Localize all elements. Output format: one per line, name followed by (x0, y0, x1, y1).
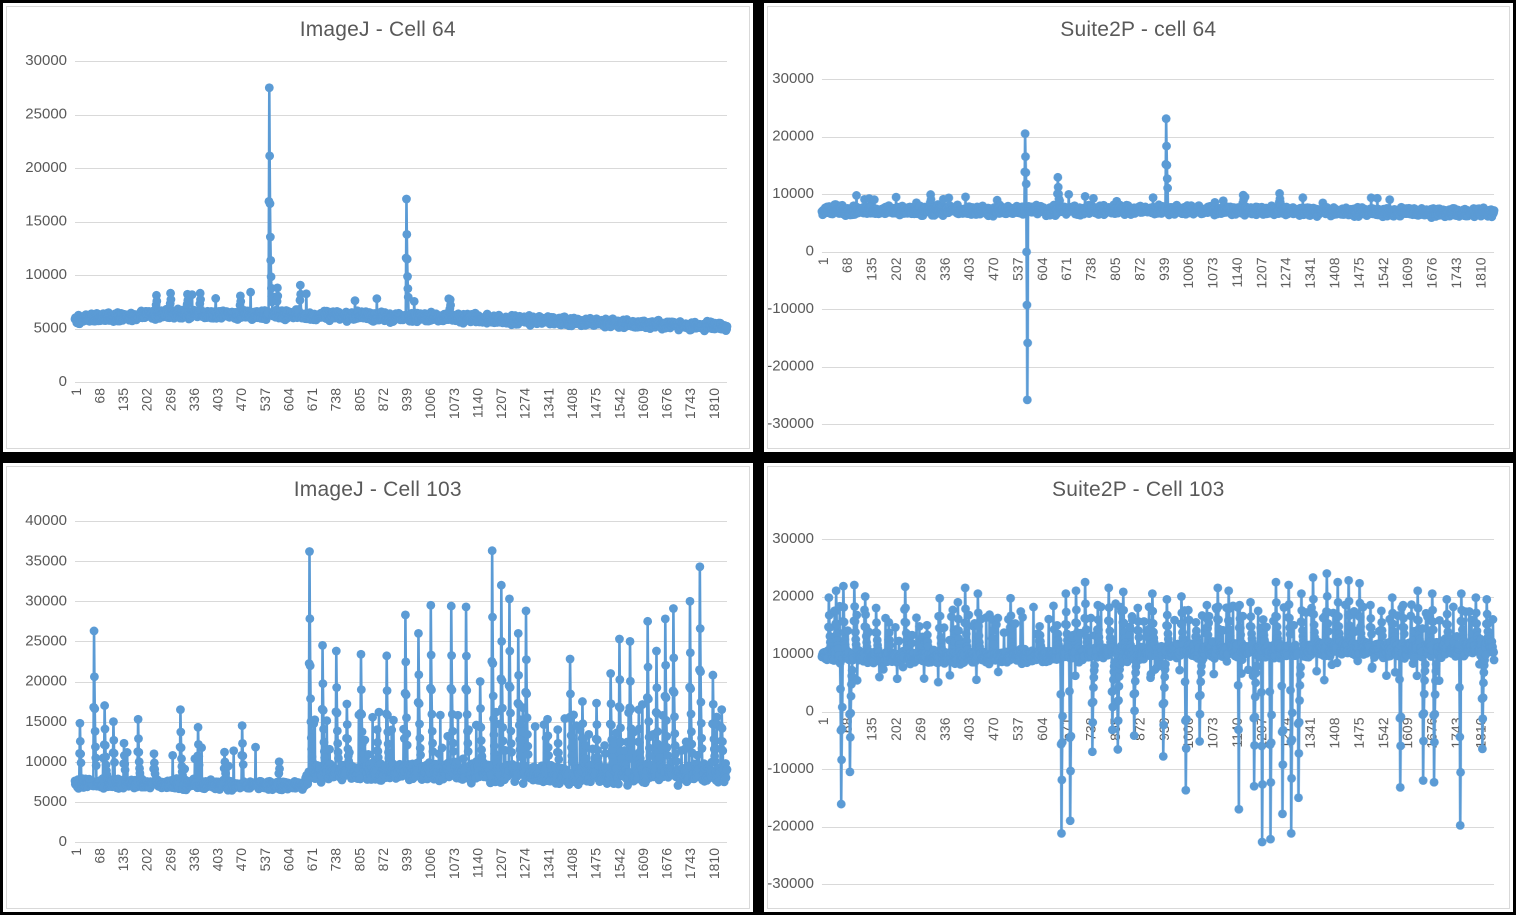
chart-title-suite2p-cell-103: Suite2P - Cell 103 (1052, 478, 1225, 501)
chart-panel-suite2p-cell-103: Suite2P - Cell 103 (766, 466, 1510, 909)
chart-panel-suite2p-cell-64: Suite2P - cell 64 (766, 6, 1510, 449)
chart-panel-imagej-cell-103: ImageJ - Cell 103 (6, 466, 750, 909)
chart-title-imagej-cell-64: ImageJ - Cell 64 (299, 18, 456, 41)
chart-title-suite2p-cell-64: Suite2P - cell 64 (1060, 18, 1217, 41)
cell-bottom-right: Suite2P - Cell 103 (763, 463, 1513, 912)
cell-top-right: Suite2P - cell 64 (763, 3, 1513, 452)
cell-top-left: ImageJ - Cell 64 (3, 3, 753, 452)
chart-canvas-imagej-cell-64 (7, 7, 749, 448)
cell-bottom-left: ImageJ - Cell 103 (3, 463, 753, 912)
chart-panel-imagej-cell-64: ImageJ - Cell 64 (6, 6, 750, 449)
chart-canvas-imagej-cell-103 (7, 467, 749, 908)
chart-canvas-suite2p-cell-103 (767, 467, 1509, 908)
chart-canvas-suite2p-cell-64 (767, 7, 1509, 448)
chart-title-imagej-cell-103: ImageJ - Cell 103 (293, 478, 462, 501)
